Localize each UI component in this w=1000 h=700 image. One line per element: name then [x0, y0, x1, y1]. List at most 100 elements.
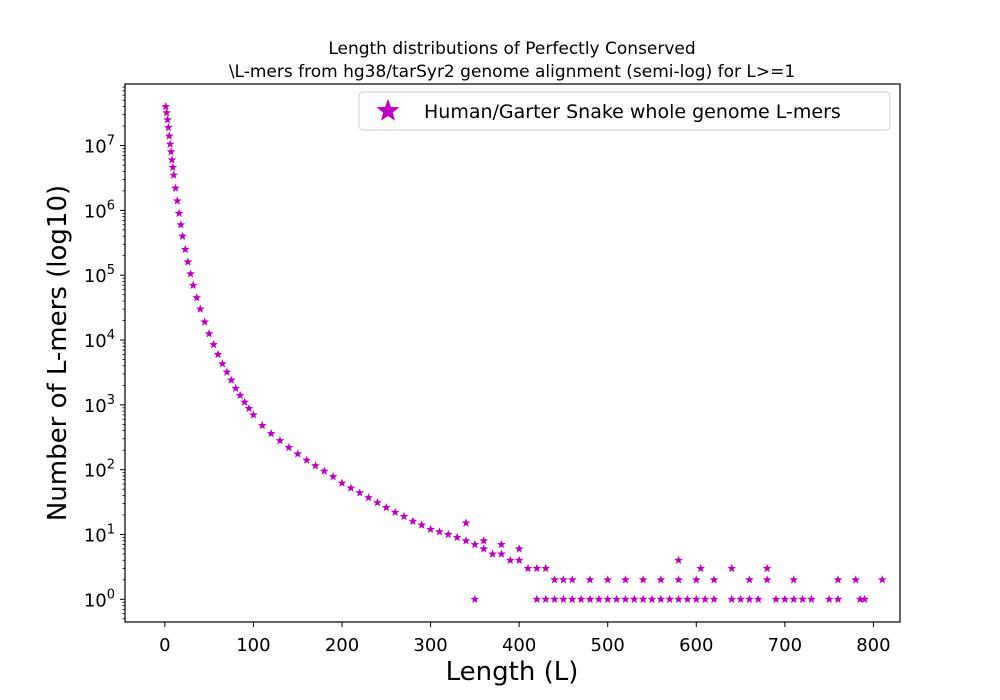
- data-point: [709, 594, 719, 604]
- data-point: [195, 304, 205, 313]
- data-point: [172, 196, 182, 205]
- data-point: [293, 449, 303, 458]
- data-point: [244, 403, 254, 413]
- x-tick-label: 600: [679, 635, 713, 656]
- data-point: [443, 529, 453, 539]
- data-point: [727, 594, 737, 604]
- data-point: [163, 115, 172, 124]
- data-point: [209, 340, 218, 349]
- data-point: [192, 293, 202, 302]
- data-point: [328, 472, 338, 481]
- data-point: [691, 575, 701, 584]
- data-point: [674, 555, 683, 565]
- data-point: [213, 349, 223, 359]
- y-tick-label: 103: [84, 393, 115, 417]
- chart-title-line-1: Length distributions of Perfectly Conser…: [328, 39, 695, 59]
- x-tick-label: 200: [325, 635, 359, 656]
- data-point: [470, 594, 480, 604]
- data-point: [833, 594, 843, 604]
- data-point: [762, 563, 772, 573]
- data-point: [559, 594, 568, 604]
- data-point: [311, 461, 320, 470]
- data-point: [188, 280, 198, 289]
- x-tick-label: 500: [591, 635, 625, 656]
- data-point: [226, 375, 236, 384]
- data-point: [585, 575, 595, 584]
- data-point: [550, 594, 559, 604]
- data-point: [240, 397, 249, 406]
- data-point: [656, 575, 666, 584]
- data-point: [700, 594, 710, 604]
- data-point: [408, 516, 418, 525]
- data-point: [638, 575, 648, 584]
- x-axis-label: Length (L): [446, 657, 579, 687]
- data-point: [833, 575, 843, 584]
- data-point: [585, 594, 595, 604]
- data-point: [461, 518, 471, 527]
- y-tick-label: 105: [84, 263, 115, 287]
- data-point: [417, 520, 427, 529]
- legend-star-marker: [376, 99, 400, 121]
- data-point: [594, 594, 604, 604]
- data-point: [461, 536, 471, 545]
- data-point: [541, 563, 551, 573]
- data-point: [390, 507, 400, 517]
- data-point: [381, 503, 391, 512]
- chart-title-line-2: \L-mers from hg38/tarSyr2 genome alignme…: [229, 62, 795, 82]
- data-point: [479, 536, 489, 545]
- data-point: [319, 466, 329, 475]
- data-point: [302, 455, 311, 464]
- data-point: [164, 131, 174, 140]
- data-point: [249, 410, 258, 419]
- x-tick-label: 700: [768, 635, 802, 656]
- data-point: [231, 383, 241, 393]
- data-point: [612, 594, 621, 604]
- data-point: [629, 594, 639, 604]
- data-point: [691, 594, 701, 604]
- data-point: [178, 231, 187, 240]
- y-tick-label: 104: [84, 328, 115, 352]
- data-point: [514, 555, 524, 565]
- data-point: [200, 317, 210, 326]
- data-point: [180, 244, 190, 254]
- data-point: [683, 594, 692, 604]
- data-point: [753, 594, 763, 604]
- data-point: [656, 594, 666, 604]
- data-point: [204, 329, 214, 338]
- data-point: [789, 575, 799, 584]
- legend-star-icon: [376, 99, 400, 121]
- data-point: [167, 155, 177, 164]
- data-point: [168, 162, 178, 172]
- data-point: [780, 594, 790, 604]
- data-point: [497, 549, 506, 558]
- x-tick-label: 100: [236, 635, 270, 656]
- data-point: [435, 527, 444, 536]
- data-point: [559, 575, 568, 584]
- data-point: [621, 575, 630, 584]
- data-point: [674, 575, 683, 584]
- data-point: [576, 594, 586, 604]
- legend-entry-label: Human/Garter Snake whole genome L-mers: [424, 101, 841, 123]
- data-point: [567, 575, 577, 584]
- data-point: [789, 594, 799, 604]
- data-point: [824, 594, 834, 604]
- data-point: [771, 594, 781, 604]
- data-point: [877, 575, 887, 584]
- y-tick-label: 100: [84, 587, 115, 611]
- y-axis-label: Number of L-mers (log10): [43, 185, 73, 521]
- data-point: [470, 539, 480, 549]
- data-point: [807, 594, 816, 604]
- data-point: [171, 183, 180, 192]
- data-point: [165, 139, 175, 148]
- data-point: [855, 594, 865, 604]
- data-point: [222, 367, 232, 376]
- data-point: [745, 575, 754, 584]
- data-point: [532, 594, 542, 604]
- data-points: [161, 101, 887, 604]
- data-point: [426, 524, 435, 534]
- data-point: [166, 147, 176, 156]
- data-point: [479, 544, 489, 553]
- data-point: [621, 594, 630, 604]
- data-point: [638, 594, 648, 604]
